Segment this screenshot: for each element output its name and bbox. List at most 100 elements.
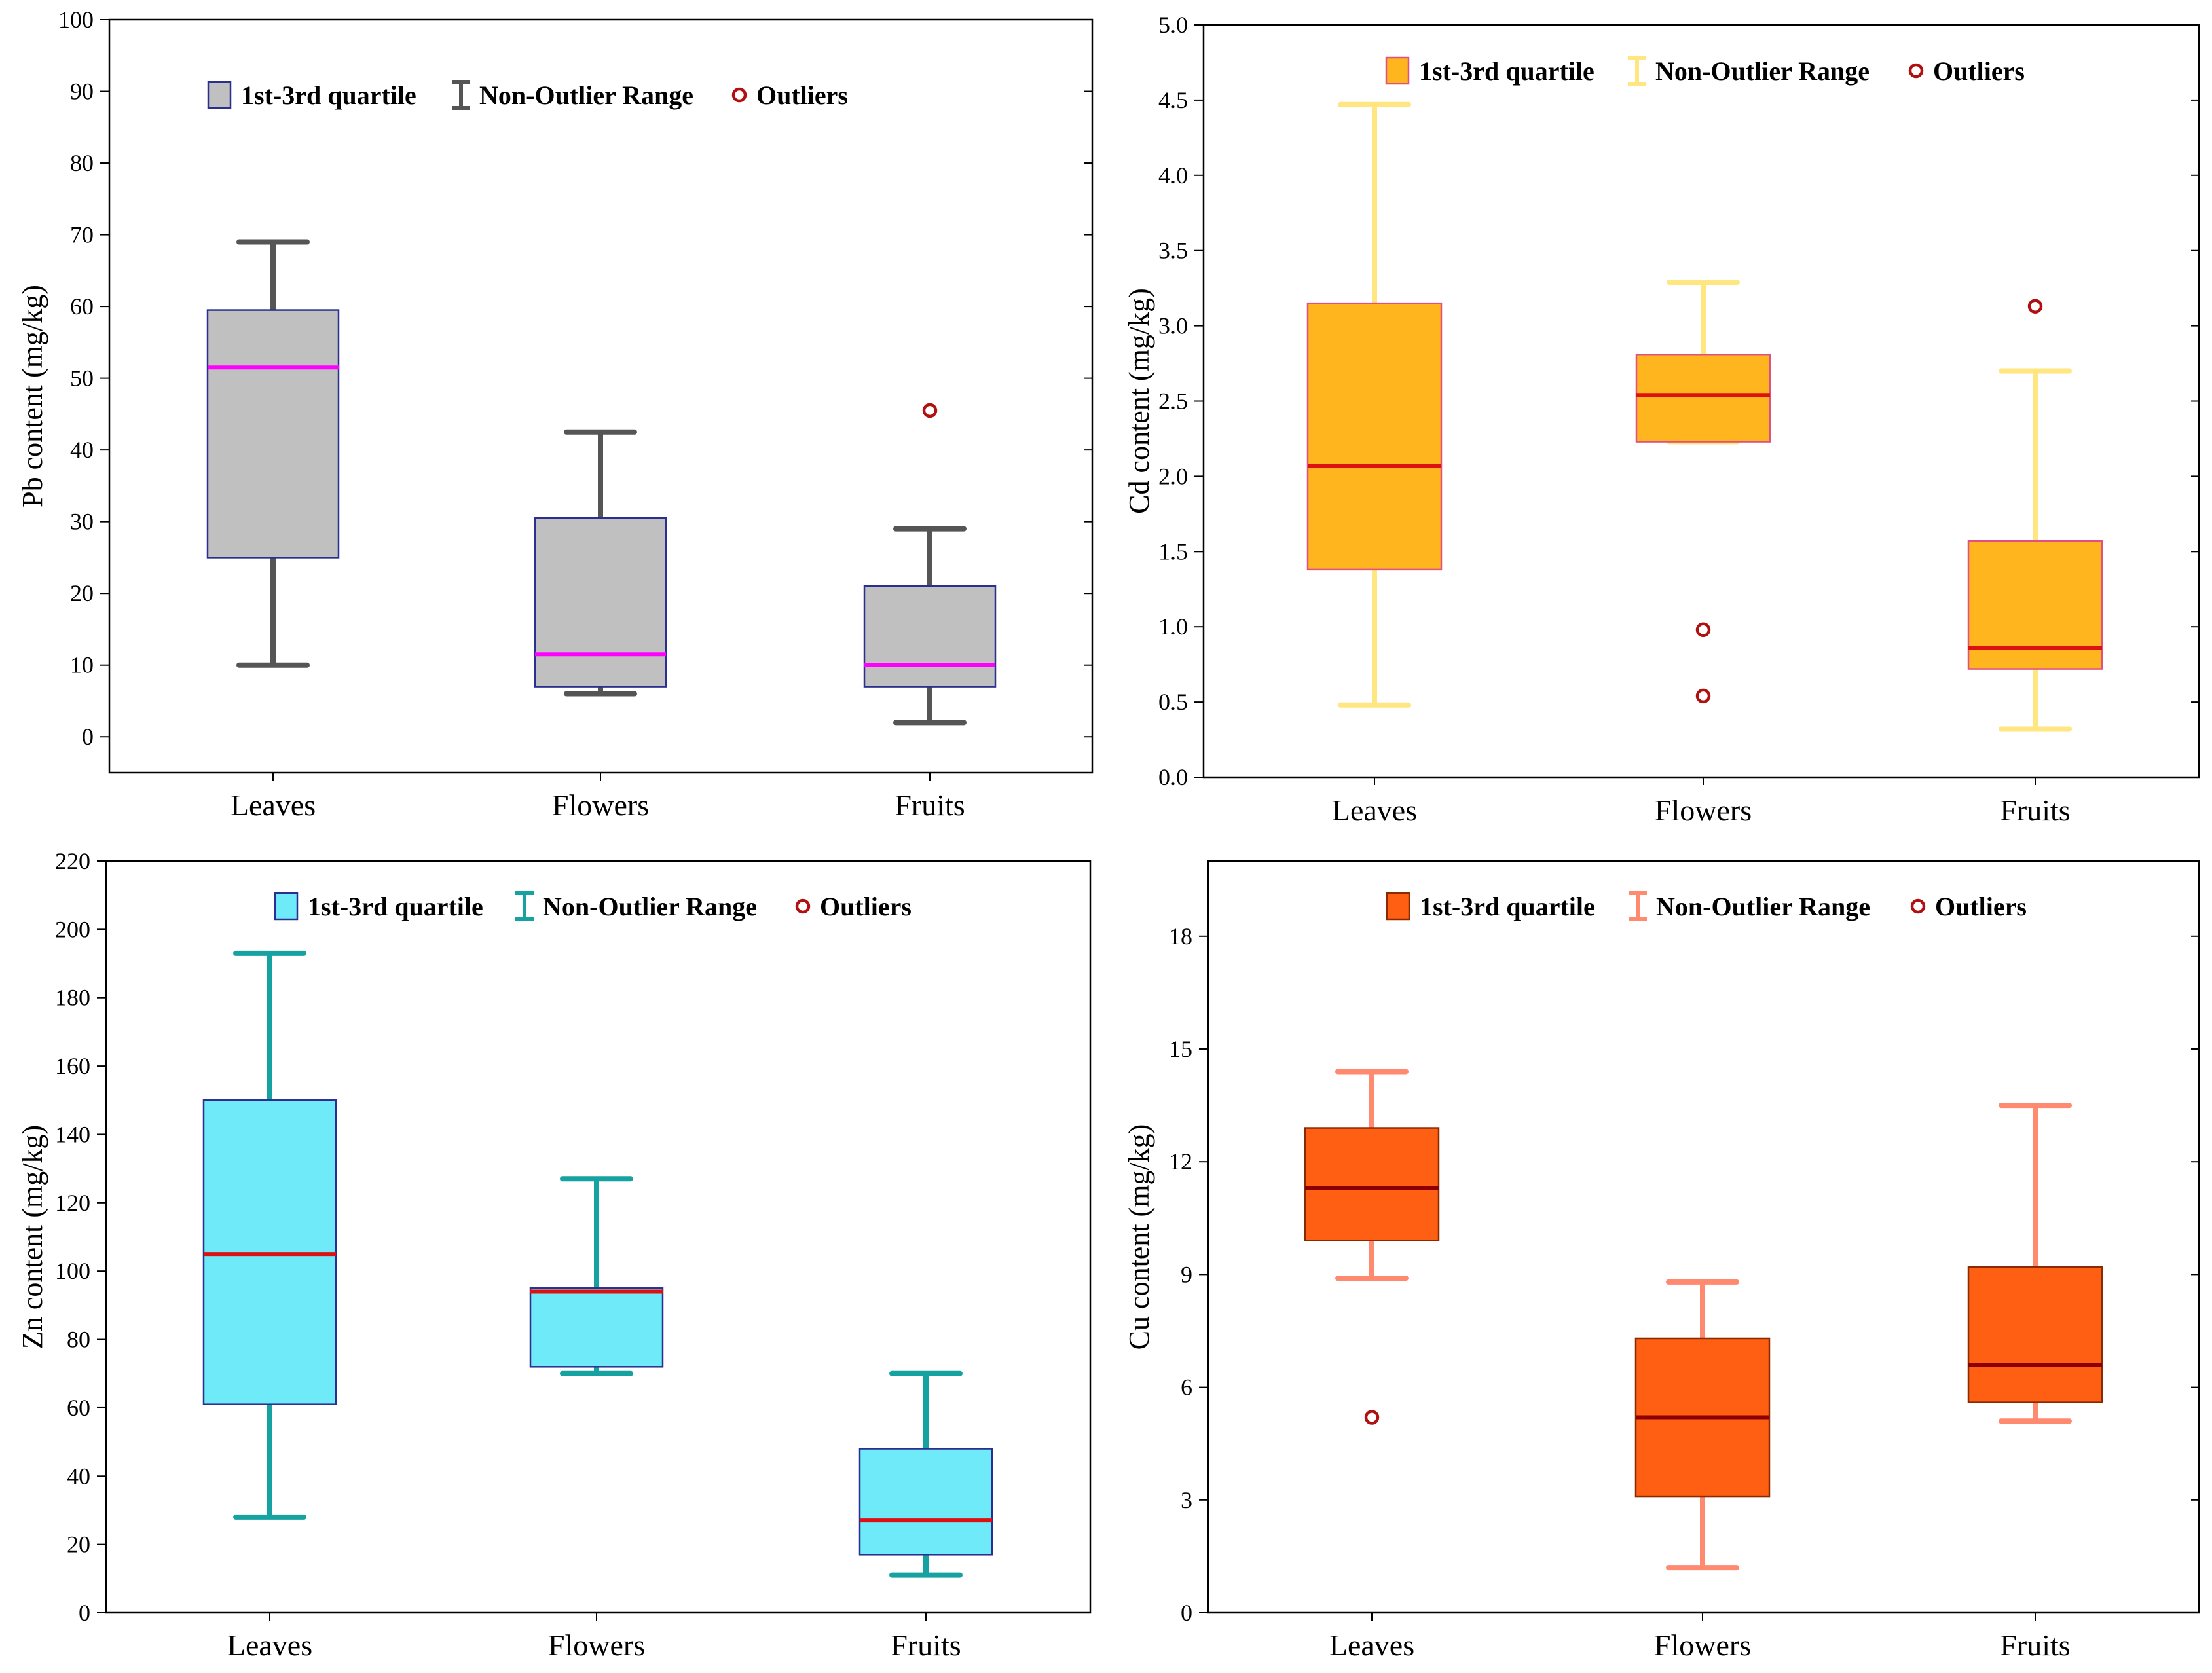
legend-label-range: Non-Outlier Range bbox=[1655, 56, 1870, 86]
legend-swatch-quartile bbox=[1386, 892, 1410, 921]
y-tick-label: 12 bbox=[1169, 1149, 1192, 1175]
chart-panel-cd: 0.0 0.5 1.0 1.5 2.0 2.5 3.0 3.5 4.0 4.5 5.0 Cd cont… bbox=[1123, 12, 2200, 827]
y-tick-label: 3 bbox=[1181, 1487, 1192, 1513]
y-tick-label: 0 bbox=[79, 1600, 90, 1626]
outlier-point bbox=[922, 403, 938, 418]
y-tick-label: 1.5 bbox=[1158, 538, 1188, 564]
y-tick-label: 4.0 bbox=[1158, 162, 1188, 189]
box-fruits bbox=[858, 1370, 993, 1578]
legend-swatch-quartile bbox=[207, 81, 232, 109]
box-flowers bbox=[529, 1176, 664, 1376]
box-leaves bbox=[1304, 1069, 1440, 1425]
category-label-flowers: Flowers bbox=[1655, 794, 1752, 827]
y-tick-label: 30 bbox=[70, 509, 94, 535]
legend-swatch-quartile bbox=[1385, 56, 1410, 85]
legend: 1st-3rd quartile Non-Outlier Range Outlier… bbox=[1385, 56, 2025, 86]
y-tick-label: 9 bbox=[1181, 1261, 1192, 1287]
category-label-leaves: Leaves bbox=[1329, 1628, 1414, 1662]
y-tick-label: 10 bbox=[70, 652, 94, 678]
box-flowers bbox=[1634, 1279, 1771, 1571]
y-tick-label: 50 bbox=[70, 365, 94, 392]
y-axis-title: Cd content (mg/kg) bbox=[1123, 288, 1155, 514]
y-tick-label: 140 bbox=[55, 1121, 90, 1147]
y-tick-label: 0 bbox=[82, 724, 94, 750]
category-label-fruits: Fruits bbox=[2000, 794, 2070, 827]
legend: 1st-3rd quartile Non-Outlier Range Outlier… bbox=[274, 891, 912, 921]
legend-swatch-outliers bbox=[1908, 63, 1924, 79]
outlier-point bbox=[1695, 688, 1711, 704]
y-axis-title: Zn content (mg/kg) bbox=[16, 1125, 48, 1349]
chart-panel-cu: 0 3 6 9 12 15 18 Cu content (mg/kg) Leaves Flower… bbox=[1123, 860, 2200, 1662]
quartile-box bbox=[529, 1287, 664, 1368]
category-label-fruits: Fruits bbox=[2000, 1628, 2070, 1662]
y-tick-label: 20 bbox=[70, 580, 94, 606]
category-label-fruits: Fruits bbox=[894, 788, 965, 822]
y-tick-label: 100 bbox=[58, 7, 94, 33]
y-tick-label: 40 bbox=[70, 437, 94, 463]
quartile-box bbox=[1967, 1266, 2103, 1403]
box-fruits bbox=[863, 403, 997, 726]
outlier-point bbox=[1695, 622, 1711, 638]
legend-label-quartile: 1st-3rd quartile bbox=[241, 81, 416, 110]
legend-swatch-outliers bbox=[731, 87, 747, 103]
quartile-box bbox=[206, 309, 340, 559]
y-tick-label: 60 bbox=[67, 1395, 90, 1421]
category-label-fruits: Fruits bbox=[891, 1628, 961, 1662]
y-tick-label: 3.5 bbox=[1158, 238, 1188, 264]
quartile-box bbox=[858, 1448, 993, 1556]
box-leaves bbox=[1306, 101, 1443, 708]
chart-panel-zn: 0 20 40 60 80 100 120 140 160 180 200 220 Zn content… bbox=[16, 848, 1092, 1662]
quartile-box bbox=[534, 517, 667, 688]
category-label-leaves: Leaves bbox=[230, 788, 316, 822]
box-flowers bbox=[534, 429, 667, 697]
y-tick-label: 5.0 bbox=[1158, 12, 1188, 38]
y-tick-label: 70 bbox=[70, 222, 94, 248]
y-tick-label: 18 bbox=[1169, 923, 1192, 949]
legend-label-range: Non-Outlier Range bbox=[543, 892, 757, 921]
y-tick-label: 0.0 bbox=[1158, 764, 1188, 790]
quartile-box bbox=[1635, 354, 1771, 443]
box-fruits bbox=[1967, 1103, 2103, 1424]
box-leaves bbox=[202, 950, 337, 1520]
y-tick-label: 0 bbox=[1181, 1600, 1192, 1626]
quartile-box bbox=[1304, 1127, 1440, 1241]
outlier-point bbox=[2027, 299, 2043, 314]
quartile-box bbox=[1306, 302, 1443, 571]
y-tick-label: 120 bbox=[55, 1190, 90, 1216]
y-tick-label: 40 bbox=[67, 1463, 90, 1489]
box-fruits bbox=[1967, 299, 2103, 732]
y-tick-label: 80 bbox=[70, 150, 94, 176]
legend-swatch-outliers bbox=[795, 898, 811, 914]
y-tick-label: 0.5 bbox=[1158, 689, 1188, 715]
legend: 1st-3rd quartile Non-Outlier Range Outlier… bbox=[207, 80, 848, 110]
category-label-flowers: Flowers bbox=[548, 1628, 645, 1662]
y-tick-label: 1.0 bbox=[1158, 614, 1188, 640]
legend-label-outliers: Outliers bbox=[1935, 892, 2027, 921]
legend-label-range: Non-Outlier Range bbox=[479, 81, 693, 110]
legend: 1st-3rd quartile Non-Outlier Range Outlier… bbox=[1386, 891, 2027, 921]
quartile-box bbox=[863, 585, 997, 688]
box-flowers bbox=[1635, 279, 1771, 704]
y-tick-label: 100 bbox=[55, 1258, 90, 1284]
y-axis-title: Pb content (mg/kg) bbox=[16, 285, 48, 507]
y-tick-label: 90 bbox=[70, 79, 94, 105]
category-label-leaves: Leaves bbox=[1332, 794, 1417, 827]
legend-swatch-outliers bbox=[1910, 898, 1926, 914]
y-tick-label: 4.5 bbox=[1158, 87, 1188, 113]
y-tick-label: 3.0 bbox=[1158, 313, 1188, 339]
y-tick-label: 6 bbox=[1181, 1374, 1192, 1401]
category-label-leaves: Leaves bbox=[227, 1628, 312, 1662]
y-tick-label: 20 bbox=[67, 1532, 90, 1558]
y-tick-label: 160 bbox=[55, 1053, 90, 1079]
y-tick-label: 60 bbox=[70, 293, 94, 320]
box-leaves bbox=[206, 239, 340, 668]
category-label-flowers: Flowers bbox=[1654, 1628, 1751, 1662]
y-tick-label: 80 bbox=[67, 1327, 90, 1353]
legend-label-outliers: Outliers bbox=[756, 81, 848, 110]
legend-label-quartile: 1st-3rd quartile bbox=[1420, 892, 1595, 921]
y-axis-title: Cu content (mg/kg) bbox=[1123, 1124, 1155, 1350]
legend-label-outliers: Outliers bbox=[1933, 56, 2025, 86]
legend-label-outliers: Outliers bbox=[820, 892, 912, 921]
y-tick-label: 15 bbox=[1169, 1036, 1192, 1062]
